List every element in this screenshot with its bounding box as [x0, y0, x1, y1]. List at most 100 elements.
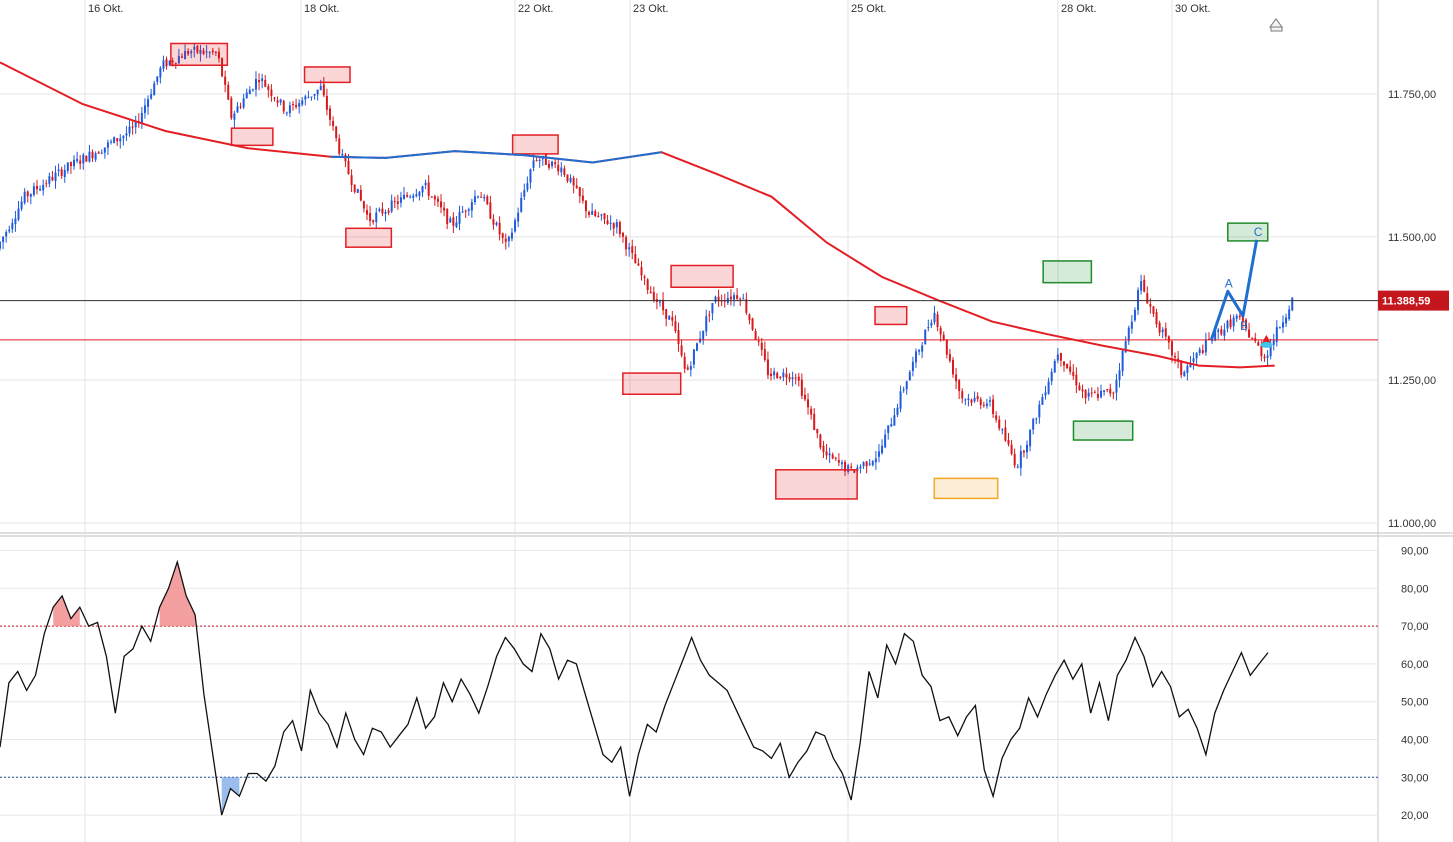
- candle-body: [646, 279, 649, 291]
- candle-body: [896, 407, 899, 415]
- candle-body: [254, 78, 257, 90]
- candle-body: [674, 321, 677, 332]
- candle-body: [415, 194, 418, 197]
- candle-body: [319, 86, 322, 90]
- pattern-box: [1072, 420, 1134, 441]
- candle-body: [782, 372, 785, 378]
- candle-body: [1232, 317, 1235, 327]
- oscillator-grid: [0, 550, 1378, 816]
- candle-body: [88, 151, 91, 162]
- x-tick-label: 25 Okt.: [851, 3, 886, 15]
- candle-body: [489, 202, 492, 219]
- candle-body: [837, 460, 840, 463]
- pattern-box: [303, 66, 351, 84]
- candle-body: [1047, 381, 1050, 394]
- candle-body: [227, 84, 230, 100]
- candle-body: [403, 194, 406, 199]
- candle-body: [1075, 374, 1078, 386]
- candle-body: [868, 463, 871, 465]
- candle-body: [375, 212, 378, 223]
- candle-body: [692, 349, 695, 365]
- oscillator-tick-label: 50,00: [1401, 697, 1429, 709]
- candle-body: [563, 168, 566, 175]
- candle-body: [369, 213, 372, 222]
- candle-body: [208, 52, 211, 54]
- candle-body: [495, 222, 498, 225]
- candle-body: [905, 381, 908, 390]
- candle-body: [1223, 329, 1226, 336]
- candle-body: [1140, 281, 1143, 291]
- candle-body: [615, 222, 618, 228]
- candle-body: [612, 223, 615, 229]
- candle-body: [60, 169, 63, 176]
- candle-body: [85, 155, 88, 162]
- candle-body: [705, 316, 708, 332]
- candle-body: [538, 159, 541, 161]
- candle-body: [76, 158, 79, 162]
- x-tick-label: 18 Okt.: [304, 3, 339, 15]
- candle-body: [1032, 419, 1035, 430]
- x-tick-label: 28 Okt.: [1061, 3, 1096, 15]
- scroll-to-latest-icon[interactable]: [1269, 18, 1283, 32]
- candle-body: [702, 330, 705, 340]
- candle-body: [372, 220, 375, 223]
- candle-body: [1001, 429, 1004, 431]
- candle-body: [1146, 293, 1149, 304]
- candle-body: [748, 314, 751, 321]
- candle-body: [264, 79, 267, 87]
- candle-body: [406, 195, 409, 197]
- candle-body: [1269, 344, 1272, 357]
- candle-body: [899, 391, 902, 409]
- candle-body: [1257, 342, 1260, 346]
- candle-body: [532, 160, 535, 168]
- candle-body: [927, 327, 930, 329]
- candle-body: [822, 445, 825, 453]
- candle-body: [153, 83, 156, 96]
- candle-body: [436, 198, 439, 202]
- candle-body: [418, 191, 421, 196]
- candle-body: [387, 210, 390, 213]
- candle-body: [177, 56, 180, 64]
- candle-body: [134, 120, 137, 128]
- candle-body: [251, 89, 254, 91]
- candle-body: [202, 50, 205, 54]
- candle-body: [427, 182, 430, 196]
- candle-body: [393, 201, 396, 203]
- candle-body: [1189, 363, 1192, 368]
- candle-body: [819, 434, 822, 448]
- candle-body: [492, 218, 495, 225]
- candle-body: [187, 50, 190, 55]
- candle-body: [1143, 279, 1146, 292]
- candle-body: [328, 108, 331, 120]
- candle-body: [73, 159, 76, 167]
- candle-body: [180, 56, 183, 58]
- candle-body: [412, 195, 415, 198]
- candle-body: [168, 60, 171, 65]
- candle-body: [720, 300, 723, 302]
- candle-body: [1096, 393, 1099, 398]
- pattern-box: [345, 227, 393, 248]
- candle-body: [211, 50, 214, 53]
- candle-body: [279, 99, 282, 103]
- candle-body: [1106, 389, 1109, 391]
- candle-body: [1272, 340, 1275, 345]
- moving-average-line: [0, 61, 1275, 369]
- candle-body: [217, 51, 220, 59]
- pattern-box: [874, 305, 908, 326]
- candle-body: [1278, 327, 1281, 329]
- candle-body: [733, 295, 736, 300]
- candle-body: [1072, 371, 1075, 376]
- candle-body: [797, 376, 800, 381]
- candle-body: [156, 76, 159, 82]
- candle-body: [449, 218, 452, 223]
- candle-body: [742, 298, 745, 300]
- oscillator-tick-label: 20,00: [1401, 810, 1429, 822]
- candle-body: [859, 466, 862, 469]
- candle-body: [964, 399, 967, 401]
- candle-body: [699, 338, 702, 343]
- pattern-box: [933, 477, 999, 500]
- candle-body: [1204, 339, 1207, 353]
- pattern-box: [670, 264, 734, 288]
- candle-body: [261, 78, 264, 81]
